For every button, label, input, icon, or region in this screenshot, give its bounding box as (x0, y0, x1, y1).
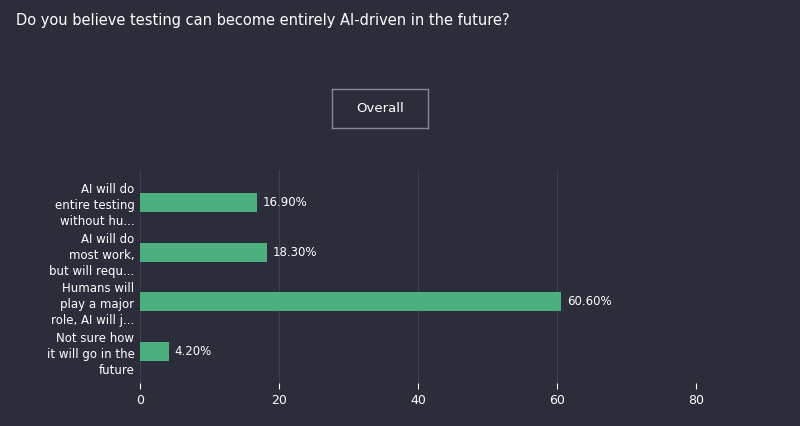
Text: 18.30%: 18.30% (273, 246, 318, 259)
Text: 16.90%: 16.90% (263, 196, 308, 209)
Bar (140, 193, 258, 212)
Bar (140, 292, 561, 311)
Bar (140, 243, 267, 262)
Text: 60.60%: 60.60% (566, 295, 611, 308)
Bar (140, 342, 169, 361)
Text: Do you believe testing can become entirely AI-driven in the future?: Do you believe testing can become entire… (16, 13, 510, 28)
Text: 4.20%: 4.20% (174, 345, 212, 358)
Text: Overall: Overall (356, 102, 404, 115)
